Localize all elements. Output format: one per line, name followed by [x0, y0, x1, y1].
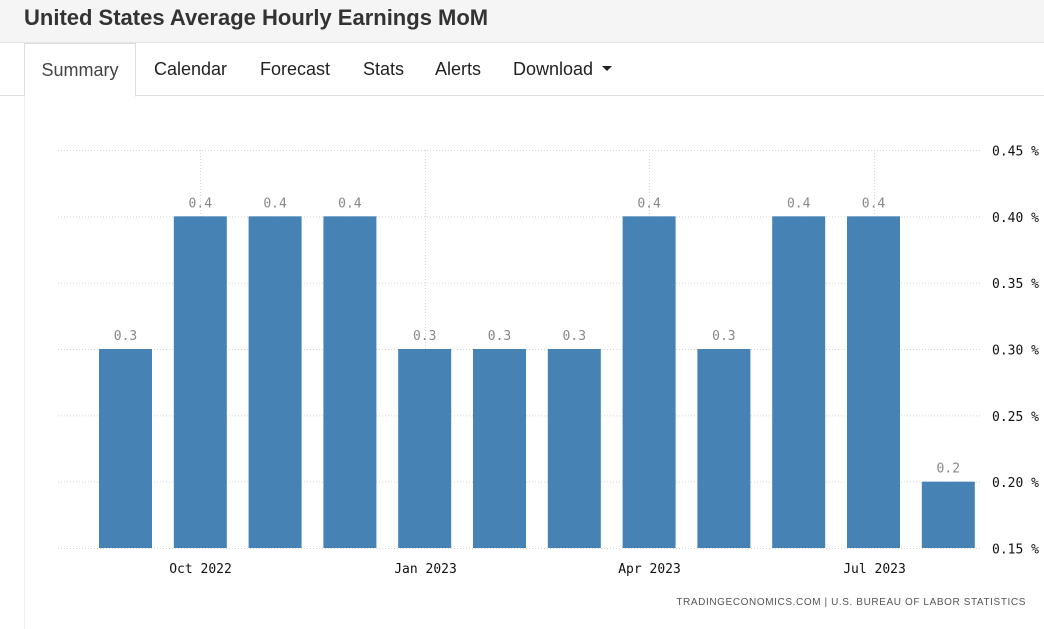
tab-forecast-label: Forecast — [260, 59, 331, 79]
tab-forecast[interactable]: Forecast — [260, 43, 330, 96]
data-label: 0.4 — [338, 196, 362, 211]
y-tick-label: 0.20 % — [992, 476, 1039, 491]
x-tick-label: Jan 2023 — [394, 562, 457, 577]
bars — [99, 216, 975, 548]
data-label: 0.3 — [488, 329, 511, 344]
y-tick-label: 0.30 % — [992, 344, 1039, 359]
bar — [547, 349, 601, 548]
tab-calendar-label: Calendar — [154, 59, 228, 79]
tab-alerts-label: Alerts — [435, 59, 482, 79]
bar — [772, 216, 826, 548]
caret-down-icon — [602, 65, 613, 71]
tab-download-label: Download — [513, 59, 594, 79]
bar — [248, 216, 302, 548]
tab-download[interactable]: Download — [513, 43, 613, 96]
data-label: 0.3 — [114, 329, 137, 344]
y-tick-label: 0.15 % — [992, 543, 1039, 558]
tab-stats[interactable]: Stats — [363, 43, 404, 96]
bar — [473, 349, 526, 548]
data-label: 0.3 — [413, 329, 436, 344]
source-credit: TRADINGECONOMICS.COM | U.S. BUREAU OF LA… — [676, 597, 1026, 608]
y-tick-label: 0.35 % — [992, 277, 1039, 292]
tab-calendar[interactable]: Calendar — [154, 43, 227, 96]
x-tick-label: Jul 2023 — [843, 562, 906, 577]
data-label: 0.4 — [862, 196, 886, 211]
bar-chart: 0.3 0.4 0.4 0.4 0.3 0.3 0.3 0.4 0.3 0.4 0.4 0.2 0.1… — [58, 145, 1039, 577]
bar — [921, 481, 975, 548]
tab-alerts[interactable]: Alerts — [435, 43, 481, 96]
content-divider — [24, 96, 25, 629]
data-label: 0.2 — [937, 462, 960, 477]
y-tick-label: 0.45 % — [992, 145, 1039, 160]
bar — [622, 216, 676, 548]
data-label: 0.4 — [189, 196, 213, 211]
tab-bar: Summary Calendar Forecast Stats Alerts D… — [0, 43, 1044, 97]
bar — [847, 216, 900, 548]
bar — [398, 349, 452, 548]
page-title: United States Average Hourly Earnings Mo… — [24, 5, 489, 30]
bar — [173, 216, 227, 548]
title-bar: United States Average Hourly Earnings Mo… — [0, 0, 1044, 43]
x-axis: Oct 2022 Jan 2023 Apr 2023 Jul 2023 — [169, 562, 906, 577]
tab-stats-label: Stats — [363, 59, 405, 79]
x-tick-label: Apr 2023 — [618, 562, 681, 577]
data-label: 0.4 — [637, 196, 661, 211]
data-labels: 0.3 0.4 0.4 0.4 0.3 0.3 0.3 0.4 0.3 0.4 0.4 0.2 — [114, 196, 960, 476]
data-label: 0.3 — [563, 329, 586, 344]
bar — [697, 349, 751, 548]
y-axis: 0.15 % 0.20 % 0.25 % 0.30 % 0.35 % 0.40 % 0.45… — [992, 145, 1039, 558]
y-tick-label: 0.40 % — [992, 211, 1039, 226]
tab-summary-label: Summary — [41, 60, 119, 80]
data-label: 0.4 — [263, 196, 287, 211]
x-tick-label: Oct 2022 — [169, 562, 232, 577]
y-tick-label: 0.25 % — [992, 410, 1039, 425]
bar — [323, 216, 377, 548]
data-label: 0.3 — [712, 329, 735, 344]
tab-summary[interactable]: Summary — [24, 43, 136, 97]
data-label: 0.4 — [787, 196, 811, 211]
bar — [99, 349, 152, 548]
